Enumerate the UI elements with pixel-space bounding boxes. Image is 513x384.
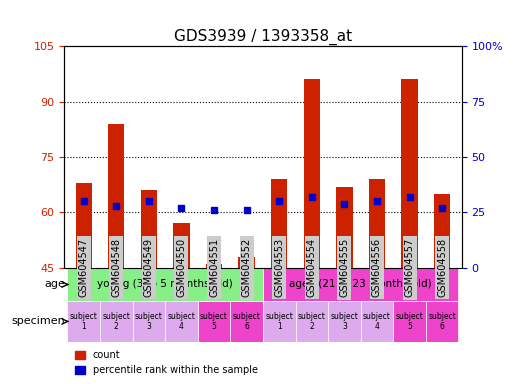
Bar bbox=[434, 194, 450, 384]
FancyBboxPatch shape bbox=[295, 301, 328, 342]
Text: age: age bbox=[44, 280, 65, 290]
Text: subject
3: subject 3 bbox=[135, 312, 163, 331]
Bar bbox=[369, 179, 385, 384]
Text: subject
5: subject 5 bbox=[200, 312, 228, 331]
Bar bbox=[173, 223, 190, 384]
FancyBboxPatch shape bbox=[67, 301, 100, 342]
Bar bbox=[336, 187, 352, 384]
Legend: count, percentile rank within the sample: count, percentile rank within the sample bbox=[71, 346, 262, 379]
Text: GSM604552: GSM604552 bbox=[242, 238, 251, 298]
Text: GSM604553: GSM604553 bbox=[274, 238, 284, 297]
Text: subject
1: subject 1 bbox=[70, 312, 97, 331]
Text: specimen: specimen bbox=[11, 316, 65, 326]
FancyBboxPatch shape bbox=[230, 301, 263, 342]
Text: subject
3: subject 3 bbox=[330, 312, 358, 331]
FancyBboxPatch shape bbox=[165, 301, 198, 342]
FancyBboxPatch shape bbox=[67, 268, 263, 301]
Text: GSM604556: GSM604556 bbox=[372, 238, 382, 297]
Text: GSM604557: GSM604557 bbox=[405, 238, 415, 298]
Text: subject
4: subject 4 bbox=[168, 312, 195, 331]
Text: subject
1: subject 1 bbox=[265, 312, 293, 331]
Text: GSM604554: GSM604554 bbox=[307, 238, 317, 297]
Bar bbox=[206, 264, 222, 384]
Text: GSM604551: GSM604551 bbox=[209, 238, 219, 297]
FancyBboxPatch shape bbox=[263, 301, 295, 342]
Text: aged (21 to 23 months old): aged (21 to 23 months old) bbox=[289, 280, 432, 290]
Text: subject
2: subject 2 bbox=[102, 312, 130, 331]
Text: subject
6: subject 6 bbox=[428, 312, 456, 331]
Text: GSM604548: GSM604548 bbox=[111, 238, 121, 297]
Text: GSM604550: GSM604550 bbox=[176, 238, 186, 297]
Text: GSM604558: GSM604558 bbox=[437, 238, 447, 297]
Bar bbox=[401, 79, 418, 384]
FancyBboxPatch shape bbox=[198, 301, 230, 342]
Text: GSM604555: GSM604555 bbox=[340, 238, 349, 298]
Bar bbox=[108, 124, 125, 384]
Title: GDS3939 / 1393358_at: GDS3939 / 1393358_at bbox=[174, 28, 352, 45]
Text: subject
6: subject 6 bbox=[233, 312, 261, 331]
Bar bbox=[239, 257, 255, 384]
Text: subject
5: subject 5 bbox=[396, 312, 424, 331]
Bar bbox=[271, 179, 287, 384]
Bar bbox=[141, 190, 157, 384]
FancyBboxPatch shape bbox=[132, 301, 165, 342]
Bar bbox=[75, 183, 92, 384]
Text: GSM604547: GSM604547 bbox=[78, 238, 89, 297]
FancyBboxPatch shape bbox=[361, 301, 393, 342]
Text: subject
2: subject 2 bbox=[298, 312, 326, 331]
Text: GSM604549: GSM604549 bbox=[144, 238, 154, 297]
FancyBboxPatch shape bbox=[426, 301, 459, 342]
Bar bbox=[304, 79, 320, 384]
FancyBboxPatch shape bbox=[100, 301, 132, 342]
FancyBboxPatch shape bbox=[328, 301, 361, 342]
Text: young (3 to 5 months old): young (3 to 5 months old) bbox=[97, 280, 233, 290]
FancyBboxPatch shape bbox=[263, 268, 459, 301]
FancyBboxPatch shape bbox=[393, 301, 426, 342]
Text: subject
4: subject 4 bbox=[363, 312, 391, 331]
